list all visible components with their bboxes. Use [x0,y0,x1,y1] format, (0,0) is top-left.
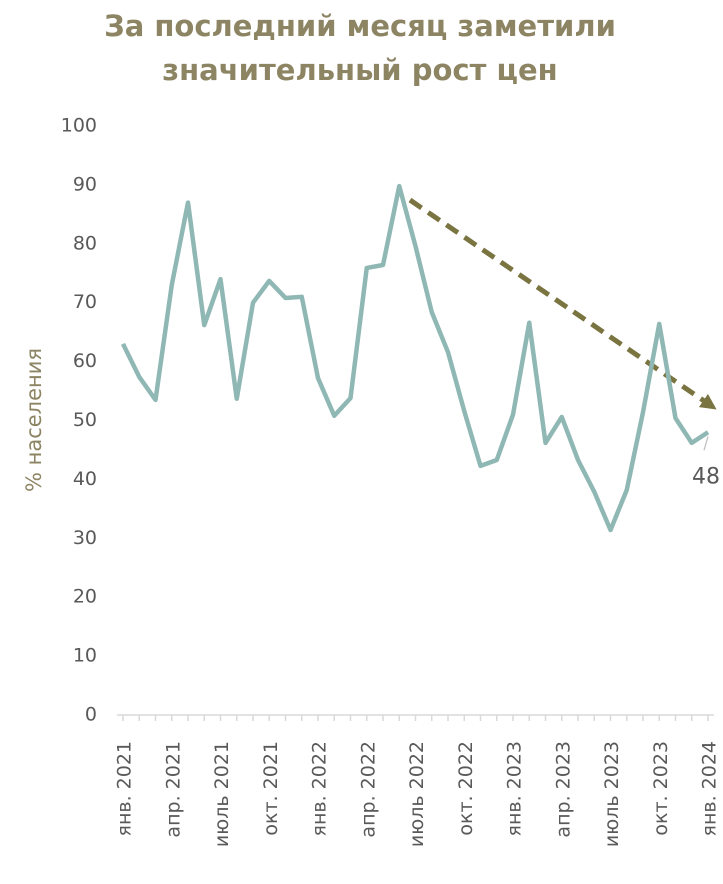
x-tick-label: янв. 2023 [504,741,526,836]
y-tick-label: 20 [73,586,97,608]
line [120,183,710,533]
x-tick-label: апр. 2023 [552,741,574,838]
y-tick-label: 10 [73,645,97,667]
x-tick-label: июль 2021 [211,741,233,847]
x-tick-label: июль 2022 [406,741,428,847]
y-tick-label: 100 [61,115,97,137]
y-tick-label: 60 [73,350,97,372]
x-tick-label: янв. 2024 [699,741,721,836]
y-tick-label: 0 [85,704,97,726]
trend-arrow [408,197,717,410]
x-tick-label: окт. 2021 [260,741,282,836]
y-tick-label: 30 [73,527,97,549]
y-axis-label: % населения [22,348,46,492]
x-tick-label: апр. 2021 [162,741,184,838]
x-tick-label: апр. 2022 [357,741,379,838]
y-tick-label: 70 [73,291,97,313]
y-tick-label: 50 [73,409,97,431]
chart-title: значительный рост цен [162,53,557,87]
label-leader [703,436,709,451]
y-tick-label: 40 [73,468,97,490]
data-label: 48 [692,464,720,489]
x-tick-label: окт. 2022 [455,741,477,836]
x-tick-label: окт. 2023 [650,741,672,836]
chart-title: За последний месяц заметили [104,9,616,43]
y-tick-label: 90 [73,173,97,195]
x-tick-label: июль 2023 [601,741,623,847]
y-tick-label: 80 [73,232,97,254]
x-tick-label: янв. 2021 [114,741,136,836]
x-tick-label: янв. 2022 [309,741,331,836]
